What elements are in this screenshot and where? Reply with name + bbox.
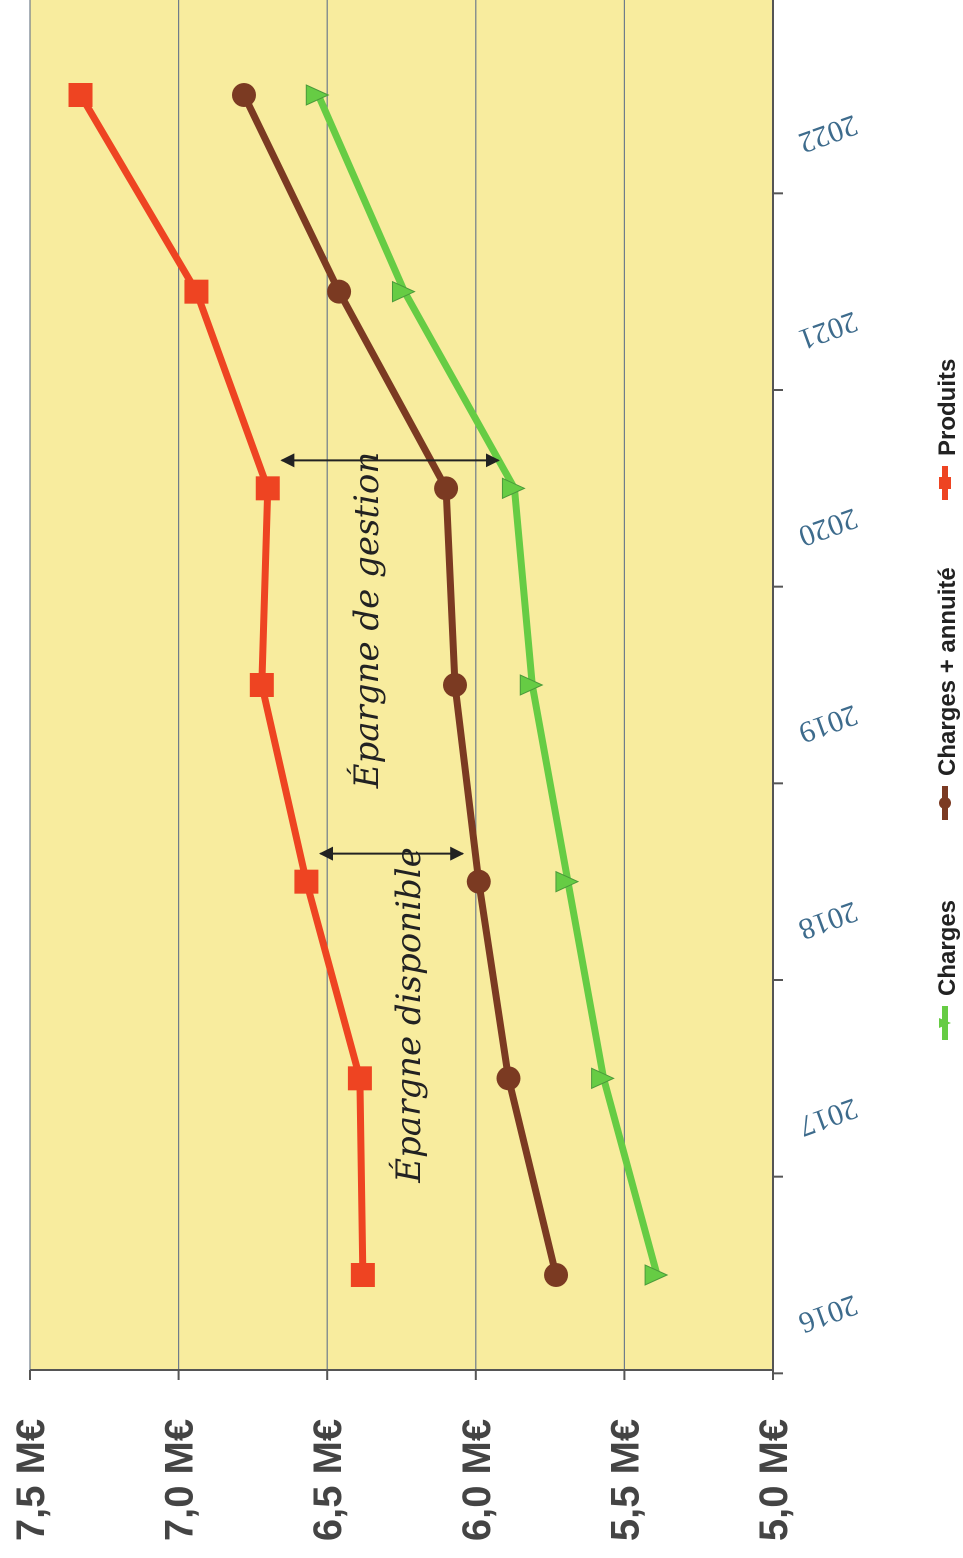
y-tick-label: 5,0 M€ xyxy=(752,1419,796,1541)
y-tick-label: 7,5 M€ xyxy=(9,1419,53,1541)
data-point xyxy=(231,83,256,107)
data-point xyxy=(519,674,544,696)
legend-label: Charges + annuité xyxy=(934,567,961,776)
y-tick-label: 6,0 M€ xyxy=(455,1419,499,1541)
data-point xyxy=(591,1067,615,1090)
data-point xyxy=(255,476,280,501)
data-point xyxy=(544,1263,569,1287)
x-tick-label: 2018 xyxy=(794,895,862,947)
y-tick-label: 5,5 M€ xyxy=(603,1419,647,1541)
legend-item: Charges xyxy=(934,900,961,1040)
legend: Charges Charges + annuité Produits xyxy=(934,359,961,1040)
x-tick-labels: 2016 2017 2018 2019 2020 2021 2022 xyxy=(794,108,862,1340)
data-point xyxy=(249,673,274,697)
legend-swatch-marker xyxy=(939,477,951,489)
data-point xyxy=(294,869,319,894)
data-point xyxy=(347,1066,372,1091)
series-charges-annuit- xyxy=(231,83,569,1287)
axes xyxy=(29,0,783,1380)
data-point xyxy=(391,280,416,303)
data-point xyxy=(68,83,93,107)
y-tick-label: 6,5 M€ xyxy=(306,1419,350,1541)
data-point xyxy=(305,84,330,106)
data-point xyxy=(184,279,209,304)
data-point xyxy=(442,673,467,697)
y-tick-label: 7,0 M€ xyxy=(158,1419,202,1541)
x-tick-label: 2019 xyxy=(794,698,862,750)
series-produits xyxy=(68,83,375,1287)
legend-swatch-marker xyxy=(939,1018,951,1028)
data-point xyxy=(466,869,491,894)
x-tick-label: 2022 xyxy=(794,108,862,160)
plot-area xyxy=(30,0,773,1370)
x-tick-label: 2017 xyxy=(794,1091,862,1143)
annotations: Épargne de gestion Épargne disponible xyxy=(280,452,500,1184)
legend-item: Charges + annuité xyxy=(934,567,961,820)
annotation-text: Épargne disponible xyxy=(388,847,429,1184)
x-tick-label: 2020 xyxy=(794,501,862,553)
data-point xyxy=(434,476,459,501)
legend-label: Charges xyxy=(934,900,961,996)
series-charges xyxy=(305,84,669,1286)
annotation-text: Épargne de gestion xyxy=(346,452,387,790)
data-point xyxy=(350,1263,375,1287)
x-tick-label: 2016 xyxy=(794,1288,862,1340)
x-tick-label: 2021 xyxy=(794,305,862,357)
data-point xyxy=(496,1066,521,1091)
series-group xyxy=(68,83,669,1287)
data-point xyxy=(555,870,580,893)
y-tick-labels: 5,0 M€ 5,5 M€ 6,0 M€ 6,5 M€ 7,0 M€ 7,5 M€ xyxy=(9,1419,796,1541)
data-point xyxy=(501,477,526,500)
legend-label: Produits xyxy=(934,359,961,456)
legend-item: Produits xyxy=(934,359,961,500)
data-point xyxy=(327,279,352,304)
legend-swatch-marker xyxy=(939,797,951,809)
data-point xyxy=(644,1264,669,1286)
